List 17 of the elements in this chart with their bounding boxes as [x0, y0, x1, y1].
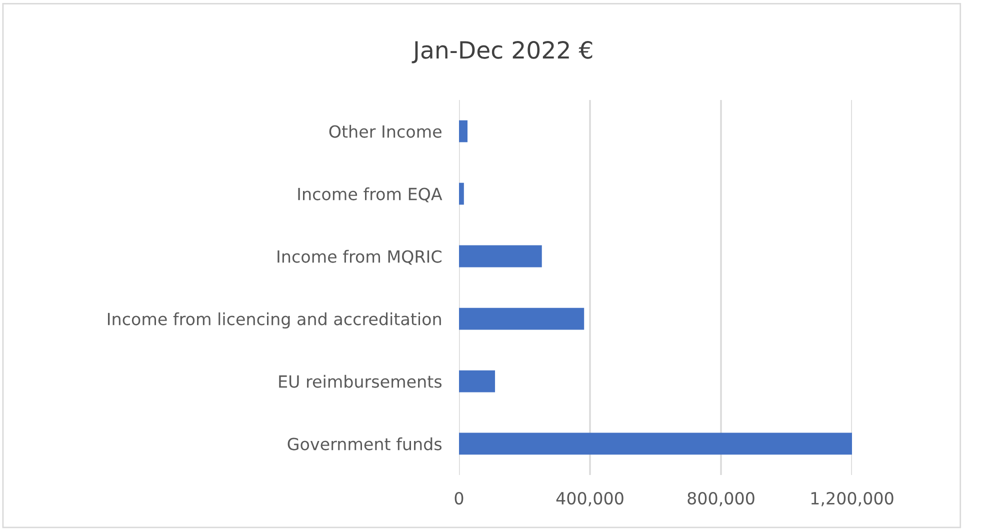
bar — [459, 245, 542, 268]
bar — [459, 370, 496, 392]
bar — [459, 120, 468, 142]
x-tick-label: 400,000 — [556, 492, 624, 506]
y-tick-label: Government funds — [288, 437, 442, 450]
x-tick-label: 800,000 — [688, 492, 754, 506]
chart-title: Jan-Dec 2022 € — [412, 40, 592, 64]
y-tick-label: EU reimbursements — [279, 374, 442, 388]
y-tick-label: Income from MQRIC — [278, 250, 442, 265]
x-tick-label: 1,200,000 — [811, 492, 894, 506]
bar — [459, 308, 584, 330]
y-tick-label: Other Income — [329, 124, 442, 138]
y-tick-label: Income from EQA — [298, 187, 442, 202]
bar — [459, 432, 852, 455]
bar — [459, 182, 464, 205]
y-tick-label: Income from licencing and accreditation — [108, 312, 441, 329]
x-tick-label: 0 — [454, 492, 464, 505]
